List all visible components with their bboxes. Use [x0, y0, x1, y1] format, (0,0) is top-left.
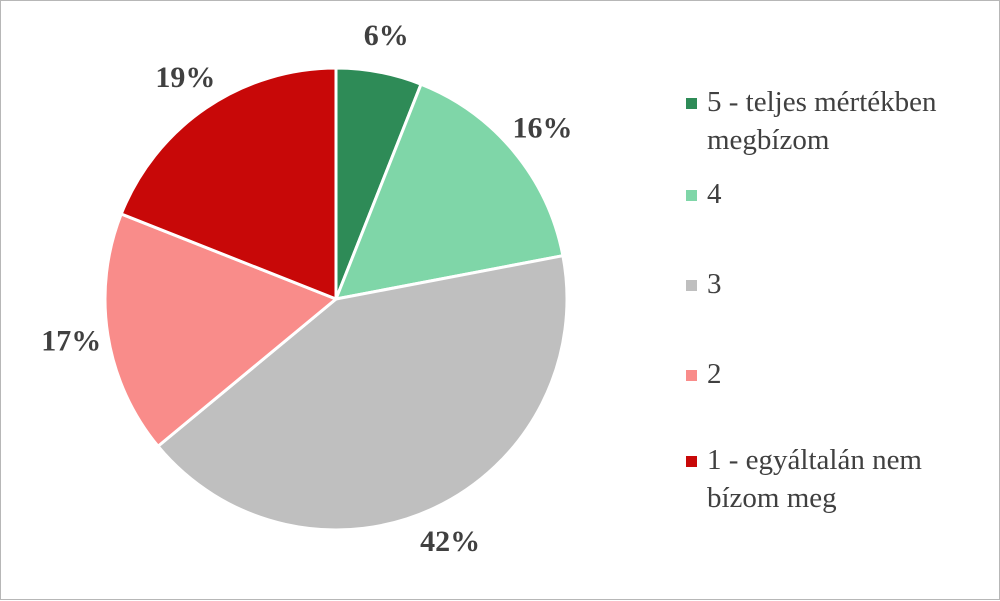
legend-label-2: 4 — [707, 178, 722, 210]
pie-slice-4 — [103, 212, 338, 448]
legend-label-5: 1 - egyáltalán nem bízom meg — [707, 444, 922, 514]
legend-item-3: 3 — [686, 265, 986, 303]
pie-slice-label-4: 17% — [41, 324, 101, 357]
legend-label-1: 5 - teljes mértékben megbízom — [707, 86, 937, 156]
pie-slice-5 — [119, 66, 338, 301]
legend-swatch-3 — [686, 280, 697, 291]
pie-slice-2 — [334, 82, 565, 301]
legend-swatch-4 — [686, 370, 697, 381]
pie-slice-3 — [156, 254, 569, 532]
legend-swatch-1 — [686, 98, 697, 109]
pie-slice-label-1: 6% — [364, 19, 409, 52]
legend-item-1: 5 - teljes mértékben megbízom — [686, 83, 986, 159]
pie-slice-label-3: 42% — [420, 525, 480, 558]
legend-label-3: 3 — [707, 268, 722, 300]
legend-item-2: 4 — [686, 175, 986, 213]
legend-swatch-5 — [686, 456, 697, 467]
pie-slice-label-2: 16% — [513, 112, 573, 145]
legend-item-5: 1 - egyáltalán nem bízom meg — [686, 441, 986, 517]
legend-label-4: 2 — [707, 358, 722, 390]
pie-slice-label-5: 19% — [155, 61, 215, 94]
legend-item-4: 2 — [686, 355, 986, 393]
legend-swatch-2 — [686, 190, 697, 201]
